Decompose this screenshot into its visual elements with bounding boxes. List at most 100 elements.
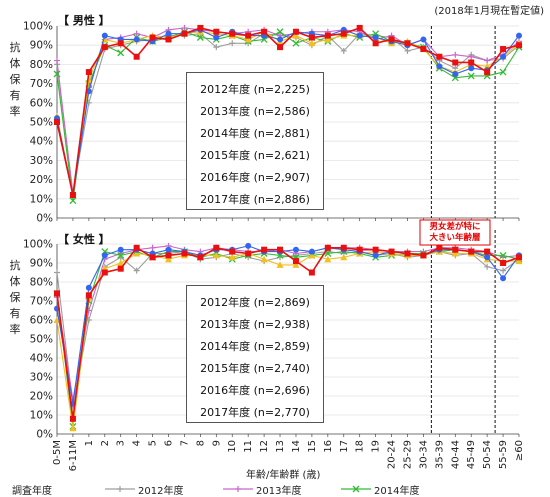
x-category-label: 6 [164, 440, 175, 446]
female-panel-title: 【 女性 】 [58, 233, 110, 246]
male-sample-size-box: 2012年度 (n=2,225) 2013年度 (n=2,586) 2014年度… [186, 72, 324, 210]
female-series-4-point [292, 246, 299, 253]
male-series-5-point [181, 30, 188, 37]
female-series-5-point [101, 269, 108, 276]
x-category-label: 0-5M [52, 440, 63, 465]
female-series-3-point [515, 257, 523, 265]
female-series-5-point [117, 265, 124, 272]
x-category-label: 10 [227, 440, 238, 453]
female-series-0-point [54, 269, 60, 276]
female-series-3-point [276, 261, 284, 268]
female-series-3-point [69, 424, 77, 432]
x-category-label: 20-24 [387, 440, 398, 469]
female-series-5-point [372, 246, 379, 253]
male-series-3-point [324, 35, 332, 43]
male-series-5-point [436, 53, 443, 60]
male-n-2012: 2012年度 (n=2,225) [200, 83, 310, 96]
x-category-label: 11 [243, 440, 254, 453]
female-y-tick-label: 10% [30, 410, 53, 422]
male-series-0-point [229, 40, 236, 47]
female-y-tick-label: 20% [30, 391, 53, 403]
male-series-5-point [308, 34, 315, 41]
x-category-label: 30-34 [418, 440, 429, 469]
male-series-2-point [196, 34, 204, 41]
female-series-1-point [149, 244, 156, 251]
female-series-4-point [372, 252, 379, 259]
x-category-label: 16 [323, 440, 334, 453]
x-category-label: 12 [259, 440, 270, 453]
female-y-tick-label: 60% [30, 315, 53, 327]
female-n-2015: 2015年度 (n=2,740) [200, 362, 310, 375]
male-n-2016: 2016年度 (n=2,907) [200, 171, 310, 184]
legend-label-2013: 2013年度 [256, 486, 302, 497]
male-series-5-point [261, 28, 268, 35]
x-category-label: 40-44 [450, 440, 461, 469]
male-y-tick-label: 40% [30, 136, 53, 148]
female-y-tick-label: 50% [30, 334, 53, 346]
male-y-tick-label: 90% [30, 40, 53, 52]
x-category-label: 7 [179, 440, 190, 446]
male-series-3-point [483, 62, 491, 70]
male-series-1-point [54, 57, 60, 64]
male-series-4-point [436, 63, 443, 70]
x-category-label: 9 [211, 440, 222, 446]
female-series-3-point [212, 251, 220, 259]
female-y-tick-label: 0% [36, 429, 53, 441]
male-y-tick-label: 70% [30, 78, 53, 90]
female-series-4-point [484, 254, 491, 261]
female-series-3-point [165, 255, 173, 263]
male-series-5-point [277, 44, 284, 51]
male-y-tick-label: 30% [30, 155, 53, 167]
x-category-label: 18 [355, 440, 366, 453]
female-series-5-point [245, 250, 252, 257]
female-series-4-point [85, 284, 92, 291]
male-n-2014: 2014年度 (n=2,881) [200, 127, 310, 140]
female-series-4-point [308, 248, 315, 255]
gender-gap-annotation-box [419, 219, 491, 246]
male-series-5-point [117, 40, 124, 47]
female-n-2013: 2013年度 (n=2,938) [200, 318, 310, 331]
male-series-4-point [133, 36, 140, 43]
legend-title: 調査年度 [12, 486, 52, 497]
female-series-5-point [229, 248, 236, 255]
male-y-tick-label: 50% [30, 117, 53, 129]
x-category-label: 55-59 [498, 440, 509, 469]
male-series-5-point [484, 69, 491, 76]
legend-swatch-2-marker [352, 485, 360, 493]
male-series-3-point [292, 32, 300, 39]
female-series-2-point [499, 251, 507, 259]
female-series-4-point [500, 275, 507, 282]
x-category-label: 45-49 [466, 440, 477, 469]
female-series-3-point [228, 253, 236, 261]
female-y-tick-label: 70% [30, 296, 53, 308]
female-y-tick-label: 40% [30, 353, 53, 365]
male-series-5-point [229, 30, 236, 37]
male-series-1-point [468, 53, 475, 60]
male-series-5-point [213, 28, 220, 35]
female-n-2014: 2014年度 (n=2,859) [200, 340, 310, 353]
male-n-2015: 2015年度 (n=2,621) [200, 149, 310, 162]
female-series-3-point [260, 255, 268, 263]
male-series-4-point [500, 53, 507, 60]
female-series-5-point [69, 415, 76, 422]
male-series-5-point [404, 40, 411, 47]
female-series-5-point [133, 244, 140, 251]
female-series-0-point [133, 267, 140, 274]
female-series-5-point [484, 248, 491, 255]
male-series-5-point [452, 59, 459, 66]
male-y-tick-label: 100% [23, 21, 53, 33]
gender-gap-annotation-line2: 大きい年齢層 [429, 233, 481, 243]
male-y-tick-label: 80% [30, 59, 53, 71]
provisional-note: (2018年1月現在暫定値) [434, 6, 544, 17]
male-y-tick-label: 10% [30, 193, 53, 205]
x-axis-title: 年齢/年齢群 (歳) [246, 470, 321, 481]
male-n-2017: 2017年度 (n=2,886) [200, 193, 310, 206]
female-n-2016: 2016年度 (n=2,696) [200, 384, 310, 397]
male-series-5-point [54, 119, 60, 125]
male-series-5-point [500, 46, 507, 53]
legend-swatch-0-marker [117, 486, 123, 492]
female-series-5-point [277, 246, 284, 253]
female-series-5-point [308, 269, 315, 276]
male-series-5-point [245, 32, 252, 39]
male-series-5-point [340, 30, 347, 37]
